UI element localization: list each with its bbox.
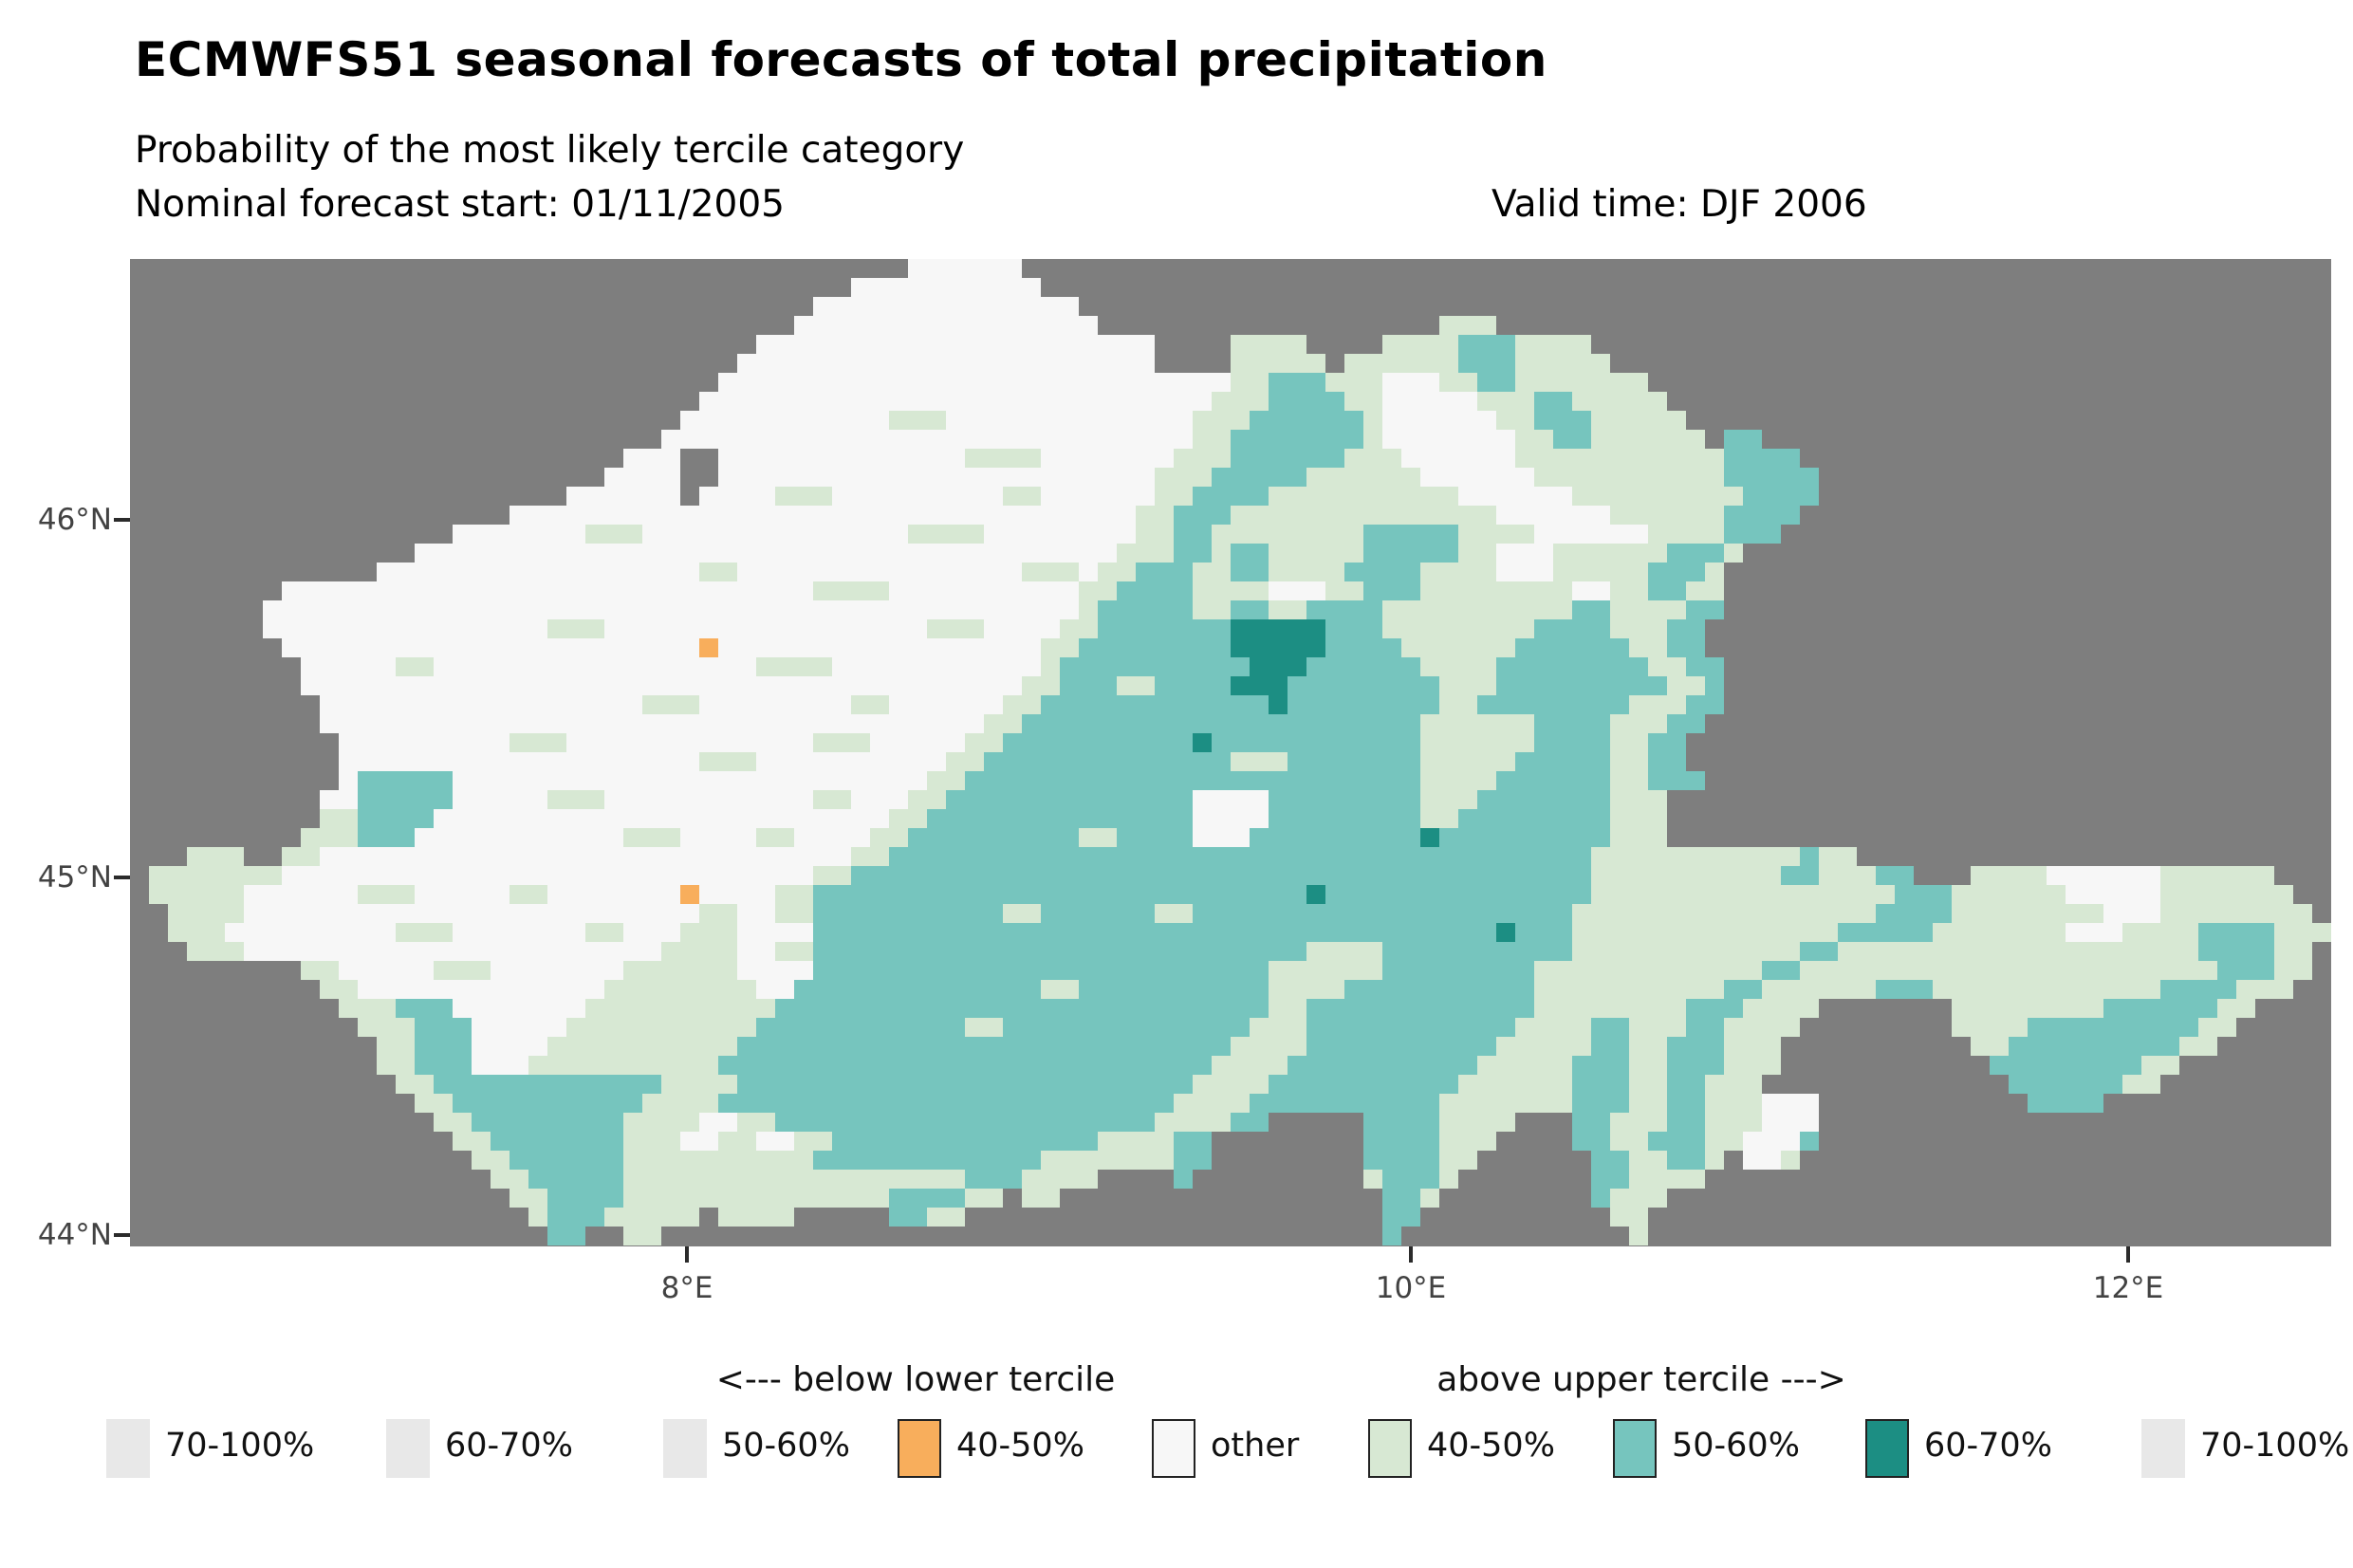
y-axis-tick-label: 45°N (37, 860, 112, 895)
y-axis-tick (114, 518, 130, 522)
legend-swatch (1865, 1419, 1909, 1478)
legend: <--- below lower tercile above upper ter… (0, 1347, 2353, 1568)
map-plot-area (130, 259, 2331, 1246)
legend-label: 50-60% (1672, 1427, 1800, 1465)
legend-header-above-tercile: above upper tercile ---> (1436, 1360, 1846, 1399)
y-axis-tick-label: 44°N (37, 1218, 112, 1252)
legend-label: 70-100% (2200, 1427, 2350, 1465)
x-axis-tick-label: 8°E (660, 1271, 713, 1305)
legend-swatch (106, 1419, 150, 1478)
x-axis-tick (685, 1246, 689, 1263)
forecast-start-label: Nominal forecast start: 01/11/2005 (135, 183, 785, 226)
figure-subtitle: Probability of the most likely tercile c… (135, 129, 965, 172)
y-axis-tick (114, 1233, 130, 1237)
legend-swatch (2141, 1419, 2185, 1478)
legend-swatch (1613, 1419, 1657, 1478)
legend-label: 60-70% (1924, 1427, 2052, 1465)
y-axis-tick (114, 876, 130, 879)
x-axis-tick (2126, 1246, 2130, 1263)
legend-swatch (663, 1419, 707, 1478)
legend-label: other (1211, 1427, 1300, 1465)
x-axis-tick-label: 12°E (2092, 1271, 2164, 1305)
legend-label: 40-50% (956, 1427, 1084, 1465)
legend-label: 70-100% (165, 1427, 315, 1465)
x-axis-tick-label: 10°E (1375, 1271, 1447, 1305)
y-axis-tick-label: 46°N (37, 503, 112, 537)
x-axis-tick (1409, 1246, 1413, 1263)
page-title: ECMWFS51 seasonal forecasts of total pre… (135, 32, 1547, 87)
legend-swatch (386, 1419, 430, 1478)
legend-swatch (898, 1419, 941, 1478)
legend-label: 60-70% (445, 1427, 573, 1465)
legend-label: 50-60% (722, 1427, 850, 1465)
valid-time-label: Valid time: DJF 2006 (1491, 183, 1867, 226)
legend-label: 40-50% (1427, 1427, 1555, 1465)
map-canvas (130, 259, 2331, 1246)
legend-swatch (1152, 1419, 1195, 1478)
legend-header-below-tercile: <--- below lower tercile (715, 1360, 1116, 1399)
legend-swatch (1368, 1419, 1412, 1478)
